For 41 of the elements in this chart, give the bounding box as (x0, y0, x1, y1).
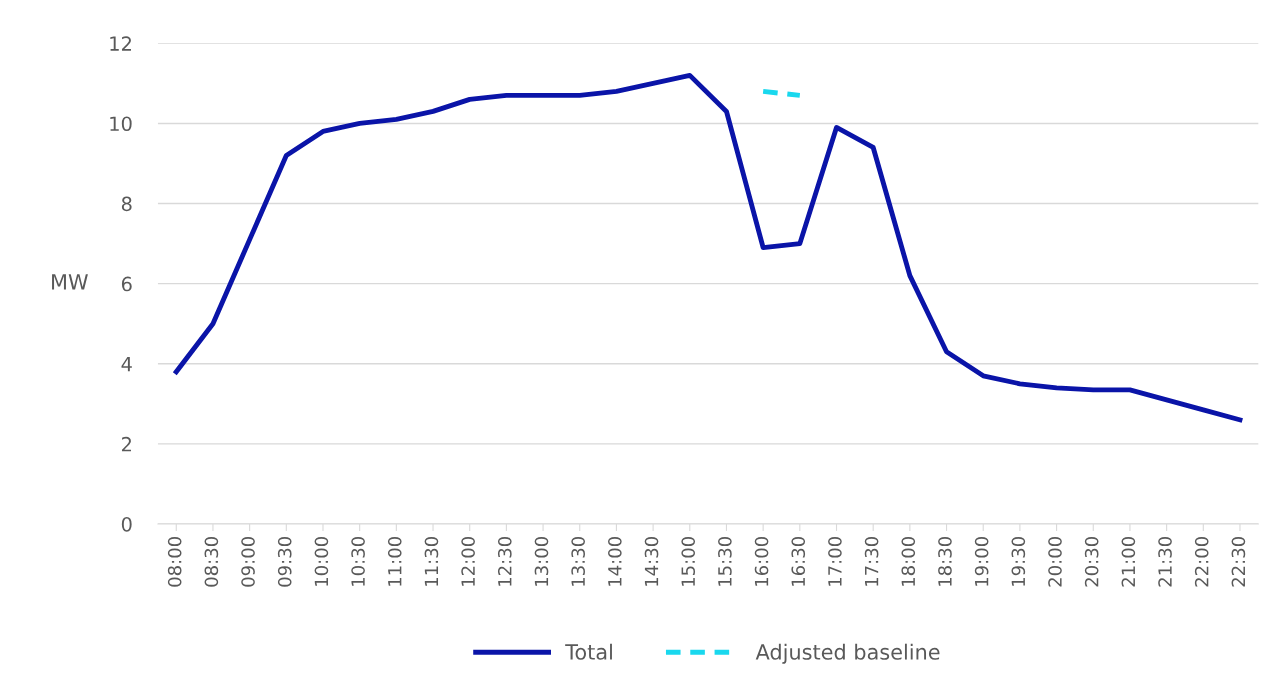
x-tick-label: 18:00 (901, 537, 916, 586)
x-tick-label: 15:00 (681, 537, 696, 586)
x-tick-label: 20:30 (1084, 537, 1099, 587)
x-tick-label: 22:30 (1231, 537, 1246, 587)
x-tick-label: 10:00 (314, 537, 329, 586)
x-tick-label: 19:30 (1011, 537, 1026, 586)
x-tick-label: 20:00 (1048, 537, 1062, 587)
y-tick-label: 8 (121, 196, 132, 212)
x-tick-label: 16:00 (754, 537, 769, 586)
x-tick-label: 09:30 (277, 537, 292, 587)
x-tick-label: 11:00 (387, 537, 402, 586)
x-tick-label: 14:00 (608, 537, 622, 586)
y-axis-title: MW (52, 274, 88, 290)
x-tick-label: 08:30 (204, 537, 219, 587)
x-tick-label: 13:30 (571, 537, 585, 586)
x-tick-label: 17:00 (828, 537, 842, 586)
x-tick-label: 16:30 (791, 537, 806, 586)
x-tick-label: 17:30 (864, 537, 879, 586)
x-tick-label: 08:00 (167, 537, 182, 587)
legend-label: Adjusted baseline (755, 643, 940, 664)
line-series (173, 72, 1243, 423)
x-tick-label: 15:30 (718, 537, 732, 586)
y-tick-label: 4 (121, 356, 132, 372)
x-tick-label: 13:00 (534, 537, 549, 586)
x-tick-label: 12:00 (461, 537, 475, 586)
x-tick-label: 09:00 (241, 537, 255, 587)
x-tick-label: 21:00 (1121, 537, 1136, 587)
x-tick-label: 19:00 (974, 537, 989, 586)
x-tick-label: 21:30 (1158, 537, 1172, 587)
y-tick-label: 2 (121, 436, 131, 452)
y-tick-label: 10 (110, 116, 132, 132)
x-tick-label: 12:30 (497, 537, 512, 586)
x-tick-label: 18:30 (938, 537, 952, 586)
y-tick-label: 6 (121, 276, 132, 292)
legend-label: Total (565, 643, 612, 660)
x-tick-label: 10:30 (351, 537, 365, 586)
x-tick-label: 11:30 (424, 537, 439, 586)
x-tick-label: 14:30 (644, 537, 659, 586)
x-tick-label: 22:00 (1194, 537, 1209, 587)
y-tick-label: 12 (110, 36, 131, 51)
y-tick-label: 0 (121, 516, 132, 532)
